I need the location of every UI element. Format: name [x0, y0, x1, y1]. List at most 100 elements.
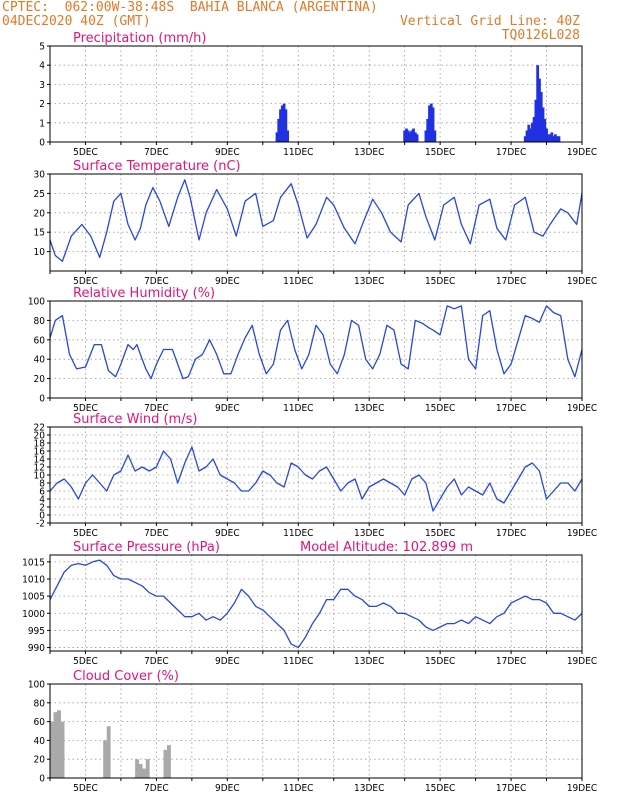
precip-bar [279, 109, 282, 142]
precip-bar [532, 117, 536, 142]
precip-bar [529, 128, 532, 142]
wind-xtick-label: 15DEC [425, 528, 455, 539]
rh-ytick-label: 100 [28, 297, 45, 308]
precip-bar [534, 99, 538, 142]
precip-bar [554, 134, 557, 142]
precip-bar [403, 130, 407, 142]
precip-ytick-label: 5 [39, 42, 45, 53]
precip-bar [523, 136, 527, 142]
precip-xtick-label: 5DEC [73, 147, 98, 158]
wind-xtick-label: 17DEC [496, 528, 526, 539]
precip-bar [543, 118, 547, 142]
precip-bar [415, 134, 419, 142]
precip-bar [536, 65, 540, 142]
cloud-panel: 0 20 40 60 80 100 5DEC 7DEC 9DEC 11DEC 13DEC 15DEC 1… [28, 669, 597, 794]
precip-title: Precipitation (mm/h) [73, 31, 206, 46]
cloud-ytick-label: 0 [39, 774, 45, 785]
cloud-bar [167, 745, 171, 778]
wind-ytick-label: 0 [39, 511, 45, 522]
pressure-xtick-label: 7DEC [144, 656, 169, 667]
pressure-line [49, 559, 583, 649]
rh-ytick-label: 20 [34, 374, 46, 385]
cloud-bar [60, 721, 65, 778]
precip-bar [406, 130, 410, 142]
cloud-bar [145, 759, 150, 778]
precip-bar [538, 78, 541, 142]
pressure-annotation: Model Altitude: 102.899 m [300, 540, 473, 555]
temp-xtick-label: 13DEC [354, 276, 384, 287]
temp-ytick-label: 10 [34, 247, 46, 258]
precip-bar [431, 107, 435, 142]
precip-bar [545, 128, 548, 142]
precip-bar [282, 103, 286, 142]
pressure-title: Surface Pressure (hPa) [73, 540, 220, 555]
cloud-bar [57, 710, 61, 778]
precip-bar [428, 105, 431, 142]
pressure-ytick-label: 995 [28, 626, 45, 637]
pressure-xtick-label: 15DEC [425, 656, 455, 667]
rh-xtick-label: 15DEC [425, 403, 455, 414]
rh-xtick-label: 17DEC [496, 403, 526, 414]
rh-xtick-label: 5DEC [73, 403, 98, 414]
cloud-ytick-label: 80 [34, 698, 46, 709]
precip-bar [539, 92, 543, 142]
temp-ytick-label: 20 [34, 208, 46, 219]
cloud-xtick-label: 17DEC [496, 783, 526, 794]
precip-bar [548, 134, 552, 142]
wind-xtick-label: 19DEC [567, 528, 597, 539]
precip-bar [541, 107, 545, 142]
pressure-ytick-label: 1000 [22, 609, 45, 620]
temp-ytick-label: 15 [34, 228, 45, 239]
cloud-ytick-label: 40 [34, 736, 46, 747]
wind-ytick-label: 22 [34, 423, 45, 434]
precip-xtick-label: 17DEC [496, 147, 526, 158]
pressure-frame [49, 554, 583, 652]
precip-xtick-label: 9DEC [215, 147, 240, 158]
pressure-xtick-label: 5DEC [73, 656, 98, 667]
wind-xtick-label: 11DEC [283, 528, 313, 539]
cloud-xtick-label: 19DEC [567, 783, 597, 794]
rh-ytick-label: 0 [39, 394, 45, 405]
temp-title: Surface Temperature (nC) [73, 159, 241, 174]
temp-xtick-label: 11DEC [283, 276, 313, 287]
precip-ytick-label: 0 [39, 138, 45, 149]
wind-ytick-label: -2 [36, 519, 45, 530]
precip-bar [413, 132, 417, 142]
temp-panel: 10 15 20 25 30 5DEC 7DEC 9DEC 11DEC 13DEC 15DEC 17D… [34, 159, 598, 287]
pressure-xtick-label: 13DEC [354, 656, 384, 667]
pressure-ytick-label: 1010 [22, 575, 45, 586]
cloud-ytick-label: 100 [28, 680, 45, 691]
precip-ytick-label: 3 [39, 80, 45, 91]
cloud-xtick-label: 7DEC [144, 783, 169, 794]
cloud-xtick-label: 13DEC [354, 783, 384, 794]
header-code: TQ0126L028 [501, 28, 580, 43]
rh-xtick-label: 11DEC [283, 403, 313, 414]
precip-bar [280, 105, 284, 142]
wind-xtick-label: 5DEC [73, 528, 98, 539]
precip-bar [286, 130, 290, 142]
cloud-bar [50, 721, 54, 778]
cloud-bar [135, 759, 139, 778]
precip-bar [527, 124, 531, 142]
temp-frame [49, 173, 583, 272]
temp-xtick-label: 5DEC [73, 276, 98, 287]
wind-ytick-label: 20 [34, 431, 46, 442]
pressure-ytick-label: 1005 [22, 592, 45, 603]
pressure-xtick-label: 19DEC [567, 656, 597, 667]
wind-xtick-label: 13DEC [354, 528, 384, 539]
rh-panel: 0 20 40 60 80 100 5DEC 7DEC 9DEC 11DEC 13DEC 15DEC 1… [28, 286, 597, 414]
precip-bar [408, 132, 412, 142]
pressure-xtick-label: 9DEC [215, 656, 240, 667]
rh-line [49, 305, 583, 380]
cloud-ytick-label: 20 [34, 755, 46, 766]
rh-frame [49, 300, 583, 399]
precip-bar [555, 136, 559, 142]
precip-bar [424, 130, 428, 142]
pressure-xtick-label: 17DEC [496, 656, 526, 667]
wind-line [49, 446, 583, 512]
cloud-bar [53, 712, 58, 778]
cloud-ytick-label: 60 [34, 717, 46, 728]
cloud-xtick-label: 15DEC [425, 783, 455, 794]
wind-ytick-label: 14 [34, 455, 46, 466]
wind-xtick-label: 9DEC [215, 528, 240, 539]
